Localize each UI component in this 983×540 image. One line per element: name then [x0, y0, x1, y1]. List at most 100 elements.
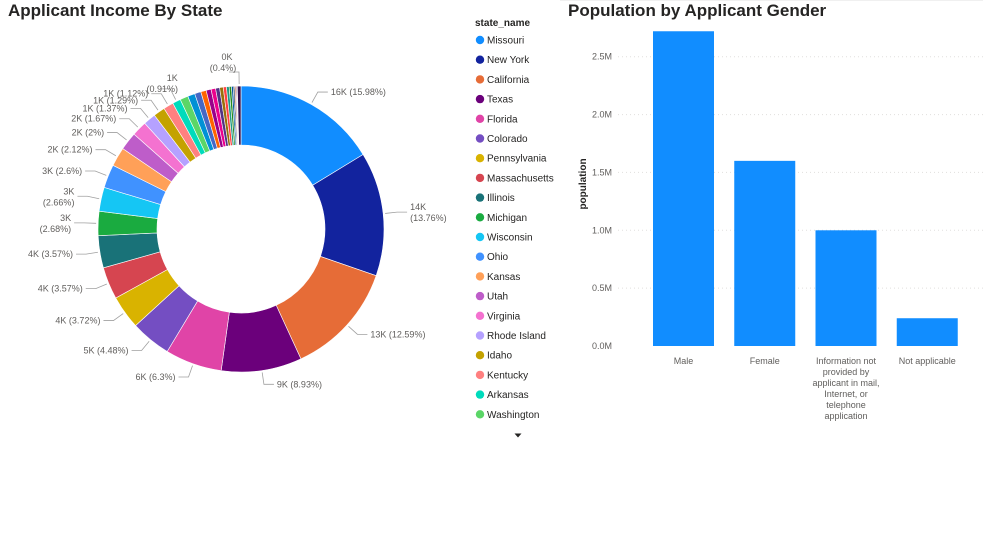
legend-item-colorado[interactable]: Colorado: [475, 134, 528, 145]
legend-marker: [475, 193, 485, 202]
bar-not[interactable]: [896, 318, 958, 346]
legend-item-pennsylvania[interactable]: Pennsylvania: [475, 154, 547, 165]
legend-label: Missouri: [487, 36, 524, 47]
legend-item-new-york[interactable]: New York: [475, 55, 530, 66]
donut-data-label: 1K (0.91%): [146, 73, 178, 94]
legend-item-washington[interactable]: Washington: [475, 410, 540, 421]
legend-scroll-down-icon[interactable]: [514, 433, 522, 438]
legend-marker: [475, 311, 485, 320]
y-tick-label: 1.5M: [592, 167, 612, 177]
donut-leader-line: [311, 91, 328, 103]
x-tick-label: Not applicable: [899, 356, 956, 366]
legend-item-texas[interactable]: Texas: [475, 94, 513, 106]
legend-label: Kentucky: [487, 370, 528, 381]
legend-item-kansas[interactable]: Kansas: [475, 272, 521, 283]
legend-label: Idaho: [487, 351, 512, 362]
donut-leader-line: [151, 93, 168, 105]
legend-item-rhode-island[interactable]: Rhode Island: [475, 331, 546, 342]
donut-leader-line: [85, 283, 108, 289]
donut-data-label: 0K (0.4%): [210, 52, 237, 73]
legend-item-massachusetts[interactable]: Massachusetts: [475, 173, 554, 184]
legend-item-ohio[interactable]: Ohio: [475, 252, 509, 263]
donut-slice-other-35[interactable]: [237, 85, 242, 146]
legend-marker: [475, 134, 485, 143]
legend-item-california[interactable]: California: [475, 75, 530, 86]
donut-data-label: 4K (3.72%): [55, 316, 100, 326]
bar-male[interactable]: [653, 31, 714, 347]
legend-marker: [475, 410, 485, 419]
legend-item-florida[interactable]: Florida: [475, 114, 518, 125]
donut-leader-line: [130, 107, 149, 118]
legend-item-idaho[interactable]: Idaho: [475, 351, 513, 362]
donut-data-label: 14K (13.76%): [410, 202, 447, 223]
donut-leader-line: [85, 170, 107, 176]
legend-marker: [475, 75, 485, 84]
donut-leader-line: [261, 372, 274, 385]
y-tick-label: 0.0M: [592, 341, 612, 351]
donut-data-label: 1K (1.12%): [103, 89, 148, 99]
donut-data-label: 2K (2%): [72, 128, 105, 138]
legend-item-arkansas[interactable]: Arkansas: [475, 390, 529, 401]
y-tick-label: 1.0M: [592, 225, 612, 235]
donut-data-label: 3K (2.6%): [42, 166, 82, 176]
donut-data-label: 2K (1.67%): [71, 114, 116, 124]
legend-label: Arkansas: [487, 390, 529, 401]
donut-leader-line: [178, 365, 193, 378]
y-axis-title: population: [578, 158, 589, 209]
legend-marker: [475, 351, 485, 360]
donut-data-label: 6K (6.3%): [135, 372, 175, 382]
legend-item-virginia[interactable]: Virginia: [475, 311, 521, 322]
legend-title: state_name: [475, 18, 530, 29]
donut-leader-line: [160, 88, 177, 100]
x-tick-label: Male: [674, 356, 694, 366]
legend-marker: [475, 370, 485, 380]
donut-chart: 16K (15.98%) 14K (13.76%) 13K (12.59%) 9K (8…: [28, 52, 447, 389]
donut-data-label: 4K (3.57%): [28, 249, 73, 259]
legend-item-missouri[interactable]: Missouri: [475, 36, 524, 47]
bar-female[interactable]: [734, 160, 796, 346]
donut-leader-line: [131, 340, 150, 351]
donut-leader-line: [228, 71, 240, 85]
donut-chart-title: Applicant Income By State: [8, 1, 223, 20]
legend-label: Colorado: [487, 134, 528, 145]
header-divider: [560, 0, 983, 1]
donut-data-label: 4K (3.57%): [38, 284, 83, 294]
donut-data-label: 1K (1.29%): [93, 95, 138, 105]
donut-leader-line: [348, 325, 368, 335]
donut-leader-line: [76, 251, 98, 255]
legend-label: Virginia: [487, 311, 521, 322]
donut-data-label: 1K (1.37%): [82, 103, 127, 113]
legend-label: Rhode Island: [487, 331, 546, 342]
legend-item-utah[interactable]: Utah: [475, 291, 508, 303]
legend-marker: [475, 291, 485, 301]
bar-information[interactable]: [815, 230, 877, 346]
legend-label: Ohio: [487, 252, 509, 263]
legend-label: Illinois: [487, 193, 515, 204]
legend-item-michigan[interactable]: Michigan: [475, 213, 527, 224]
legend-marker: [475, 55, 485, 64]
donut-leader-line: [95, 149, 117, 157]
legend-label: Pennsylvania: [487, 154, 547, 165]
donut-leader-line: [141, 99, 159, 111]
legend-marker: [475, 272, 485, 281]
legend-label: Washington: [487, 410, 539, 421]
x-tick-label: Information not provided by applicant in m…: [812, 356, 879, 421]
legend-marker: [475, 390, 485, 399]
bar-chart-title: Population by Applicant Gender: [568, 1, 827, 20]
donut-data-label: 9K (8.93%): [277, 379, 322, 389]
donut-data-label: 3K (2.68%): [40, 213, 72, 234]
legend-item-illinois[interactable]: Illinois: [475, 193, 515, 204]
donut-leader-line: [107, 132, 127, 141]
legend-marker: [475, 173, 485, 183]
legend-item-wisconsin[interactable]: Wisconsin: [475, 233, 533, 244]
donut-leader-line: [103, 313, 124, 321]
donut-legend: state_name Missouri New York California Texa…: [475, 18, 554, 438]
legend-marker: [475, 154, 485, 163]
donut-data-label: 3K (2.66%): [43, 186, 75, 207]
legend-label: Utah: [487, 292, 508, 303]
legend-marker: [475, 213, 485, 222]
legend-marker: [475, 94, 485, 104]
legend-label: Michigan: [487, 213, 527, 224]
legend-marker: [475, 114, 485, 124]
legend-item-kentucky[interactable]: Kentucky: [475, 370, 528, 381]
